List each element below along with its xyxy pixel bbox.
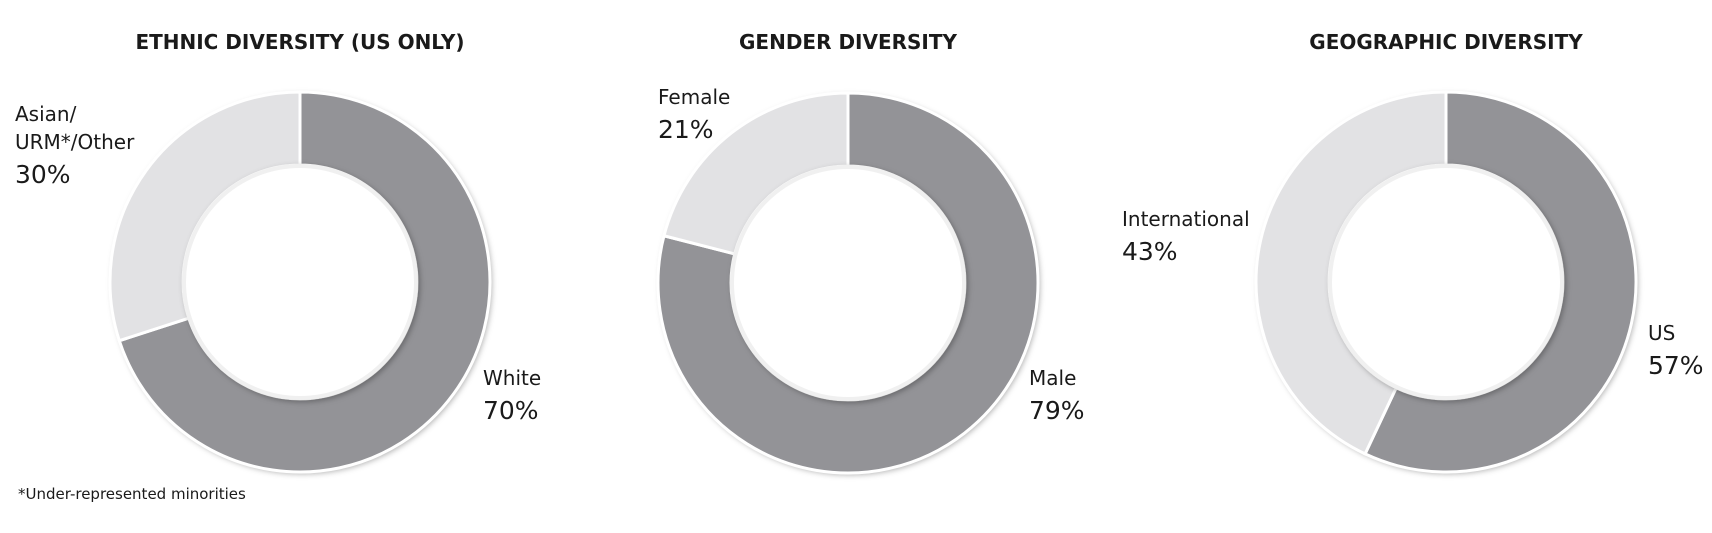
donut-hole (730, 165, 966, 401)
value-label: 57% (1648, 351, 1704, 380)
value-label: 43% (1122, 237, 1178, 266)
donut-hole (1328, 164, 1564, 400)
value-label: 79% (1029, 396, 1085, 425)
category-label: International (1122, 207, 1250, 231)
value-label: 30% (15, 160, 71, 189)
value-label: 21% (658, 115, 714, 144)
value-label: 70% (483, 396, 539, 425)
footnote: *Under-represented minorities (18, 485, 246, 503)
category-label: White (483, 366, 542, 390)
chart-title: GEOGRAPHIC DIVERSITY (1309, 30, 1583, 54)
category-label: Asian/ URM*/Other (15, 102, 135, 154)
category-label: Male (1029, 366, 1077, 390)
category-label: US (1648, 321, 1676, 345)
donut-hole (182, 164, 418, 400)
chart-title: GENDER DIVERSITY (739, 30, 957, 54)
category-label: Female (658, 85, 731, 109)
chart-title: ETHNIC DIVERSITY (US ONLY) (135, 30, 465, 54)
